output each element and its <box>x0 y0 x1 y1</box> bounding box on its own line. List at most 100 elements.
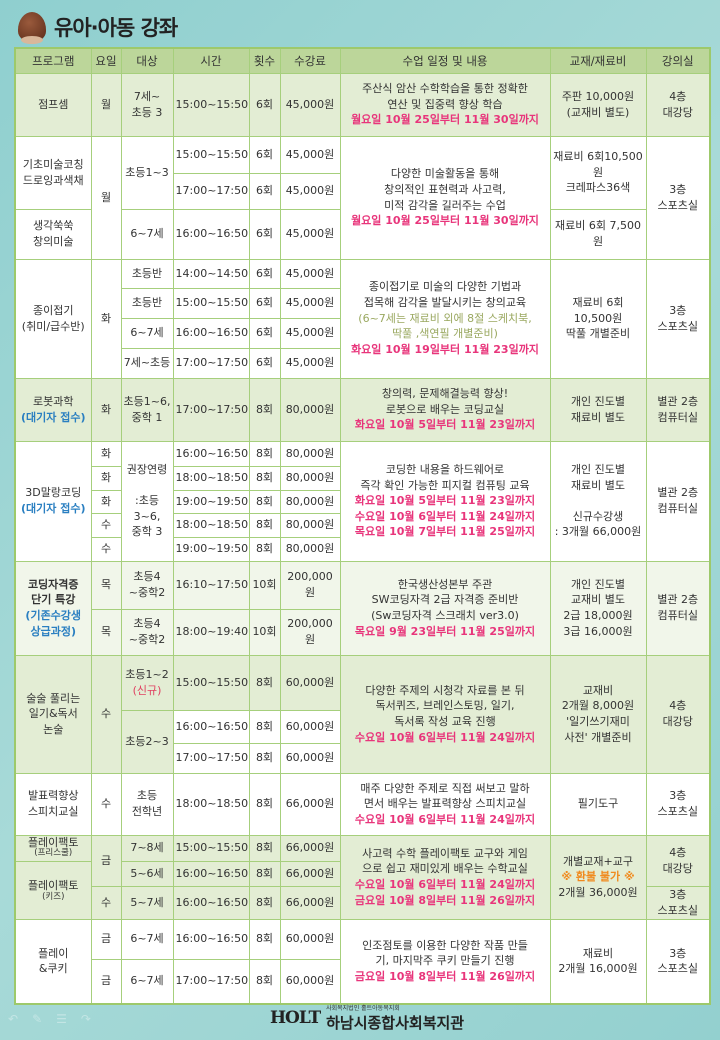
day: 화 <box>90 258 122 379</box>
time: 15:00~15:50 <box>172 135 250 174</box>
time: 17:00~17:50 <box>172 172 250 210</box>
holt-logo: HOLT <box>270 1008 321 1028</box>
day: 화 <box>90 465 122 491</box>
day: 수 <box>90 654 122 774</box>
time: 14:00~14:50 <box>172 258 250 289</box>
content: 창의력, 문제해결능력 향상! 로봇으로 배우는 코딩교실 화요일 10월 5일부… <box>339 377 551 442</box>
no-refund-warning: ※ 환불 불가 ※ <box>561 870 635 884</box>
time: 18:00~18:50 <box>172 465 250 491</box>
count: 8회 <box>248 512 281 538</box>
period: 화요일 10월 5일부터 11월 23일까지 <box>354 494 536 508</box>
day: 금 <box>90 958 122 1005</box>
period: 금요일 10월 8일부터 11월 26일까지 <box>354 970 536 984</box>
target: 초등1~3 <box>120 135 174 210</box>
target: 초등반 <box>120 258 174 289</box>
menu-icon[interactable]: ☰ <box>56 1012 67 1026</box>
fee: 80,000원 <box>279 489 341 514</box>
time: 16:10~17:50 <box>172 560 250 610</box>
day: 목 <box>90 560 122 610</box>
day: 수 <box>90 536 122 562</box>
time: 16:00~16:50 <box>172 860 250 887</box>
count: 8회 <box>248 834 281 862</box>
table-row: 6~7세 16:00~16:50 6회 45,000원 <box>15 317 710 349</box>
fee: 66,000원 <box>279 834 341 862</box>
period: 수요일 10월 6일부터 11월 24일까지 <box>354 730 536 744</box>
course-note: (기존수강생 상급과정) <box>25 609 82 638</box>
program-name: 종이접기 (취미/급수반) <box>14 258 92 379</box>
count: 6회 <box>248 135 281 174</box>
desc: 다양한 미술활동을 통해 창의적인 표현력과 사고력, 미적 감각을 길러주는 … <box>384 167 506 212</box>
forward-arrow-icon[interactable]: ↷ <box>80 1012 91 1026</box>
count: 8회 <box>248 654 281 711</box>
org-name: 하남시종합사회복지관 <box>326 1014 465 1032</box>
period: 화요일 10월 19일부터 11월 23일까지 <box>351 342 539 356</box>
day: 화 <box>90 377 122 442</box>
back-arrow-icon[interactable]: ↶ <box>8 1012 19 1026</box>
count: 6회 <box>248 287 281 319</box>
time: 16:00~16:50 <box>172 440 250 467</box>
content: 다양한 미술활동을 통해 창의적인 표현력과 사고력, 미적 감각을 길러주는 … <box>339 135 551 260</box>
time: 16:00~16:50 <box>172 317 250 349</box>
room: 별관 2층 컴퓨터실 <box>645 560 711 656</box>
program-name: 3D말랑코딩 (대기자 접수) <box>14 440 92 562</box>
target: 초등4 ~중학2 <box>120 560 174 610</box>
chestnut-icon <box>18 12 46 44</box>
target: 초등1~6, 중학 1 <box>120 377 174 442</box>
room: 3층 스포츠실 <box>645 772 711 836</box>
program-name: 플레이 &쿠키 <box>14 918 92 1005</box>
table-row: 코딩자격증 단기 특강 (기존수강생 상급과정) 목 초등4 ~중학2 16:10… <box>14 560 711 656</box>
desc: 종이접기로 미술의 다양한 기법과 접목해 감각을 발달시키는 창의교육 <box>363 280 527 310</box>
material: 개인 진도별 교재비 별도 2급 18,000원 3급 16,000원 <box>549 560 647 656</box>
fee: 60,000원 <box>279 654 341 711</box>
time: 16:00~16:50 <box>172 208 250 260</box>
day: 금 <box>90 834 122 887</box>
program-name: 플레이팩토 (프리스쿨) <box>14 834 92 862</box>
program-name: 생각쑥쑥 창의미술 <box>14 208 92 260</box>
day: 화 <box>90 440 122 467</box>
content: 한국생산성본부 주관 SW코딩자격 2급 자격증 준비반 (Sw코딩자격 스크래… <box>339 560 551 656</box>
period: 수요일 10월 6일부터 11월 24일까지 <box>354 509 536 523</box>
table-row: 로봇과학 (대기자 접수) 화 초등1~6, 중학 1 17:00~17:50 8… <box>14 377 711 442</box>
name: 로봇과학 <box>33 394 74 408</box>
fee: 66,000원 <box>279 860 341 887</box>
desc: 코딩한 내용을 하드웨어로 즉각 확인 가능한 피지컬 컴퓨팅 교육 <box>360 462 530 492</box>
desc: 인조점토를 이용한 다양한 작품 만들 기, 마지막주 쿠키 만들기 진행 <box>362 938 528 968</box>
count: 6회 <box>248 258 281 289</box>
content: 종이접기로 미술의 다양한 기법과 접목해 감각을 발달시키는 창의교육 (6~7… <box>339 258 551 379</box>
count: 8회 <box>248 742 281 774</box>
program-name: 로봇과학 (대기자 접수) <box>14 377 92 442</box>
fee: 200,000원 <box>279 560 341 610</box>
fee: 60,000원 <box>279 958 341 1005</box>
slide-nav-controls: ↶ ✎ ☰ ↷ <box>8 1012 91 1026</box>
target-text: 초등1~2 <box>125 667 169 681</box>
waitlist-note: (대기자 접수) <box>21 502 86 515</box>
fee: 60,000원 <box>279 918 341 960</box>
name: 플레이팩토 <box>27 878 79 892</box>
fee: 45,000원 <box>279 258 341 289</box>
table-row: 17:00~17:50 6회 45,000원 <box>15 172 710 210</box>
target: 7~8세 <box>120 834 174 862</box>
name: 3D말랑코딩 <box>25 486 82 500</box>
table-row: 17:00~17:50 8회 60,000원 <box>15 742 710 774</box>
time: 17:00~17:50 <box>172 377 250 442</box>
desc: 사고력 수학 플레이팩토 교구와 게임 으로 쉽고 재미있게 배우는 수학교실 <box>362 846 528 876</box>
material: 재료비 6회 10,500원 딱풀 개별준비 <box>549 258 647 379</box>
name-sub: (키즈) <box>42 892 65 903</box>
time: 16:00~16:50 <box>172 918 250 960</box>
new-badge: (신규) <box>132 683 162 697</box>
pen-icon[interactable]: ✎ <box>32 1012 43 1026</box>
header-row: 프로그램 요일 대상 시간 횟수 수강료 수업 일정 및 내용 교재/재료비 강… <box>14 47 711 74</box>
fee: 45,000원 <box>279 317 341 349</box>
day: 월 <box>90 135 122 260</box>
fee: 45,000원 <box>279 347 341 379</box>
program-name: 기초미술코칭 드로잉과색채 <box>14 135 92 210</box>
program-name: 발표력향상 스피치교실 <box>14 772 92 836</box>
count: 6회 <box>248 72 281 137</box>
fee: 45,000원 <box>279 287 341 319</box>
material: 주판 10,000원 (교재비 별도) <box>549 72 647 137</box>
period: 월요일 10월 25일부터 11월 30일까지 <box>351 113 539 127</box>
count: 8회 <box>248 465 281 491</box>
time: 15:00~15:50 <box>172 654 250 711</box>
time: 18:00~18:50 <box>172 772 250 836</box>
table-row: 초등2~3 16:00~16:50 8회 60,000원 <box>15 709 710 774</box>
